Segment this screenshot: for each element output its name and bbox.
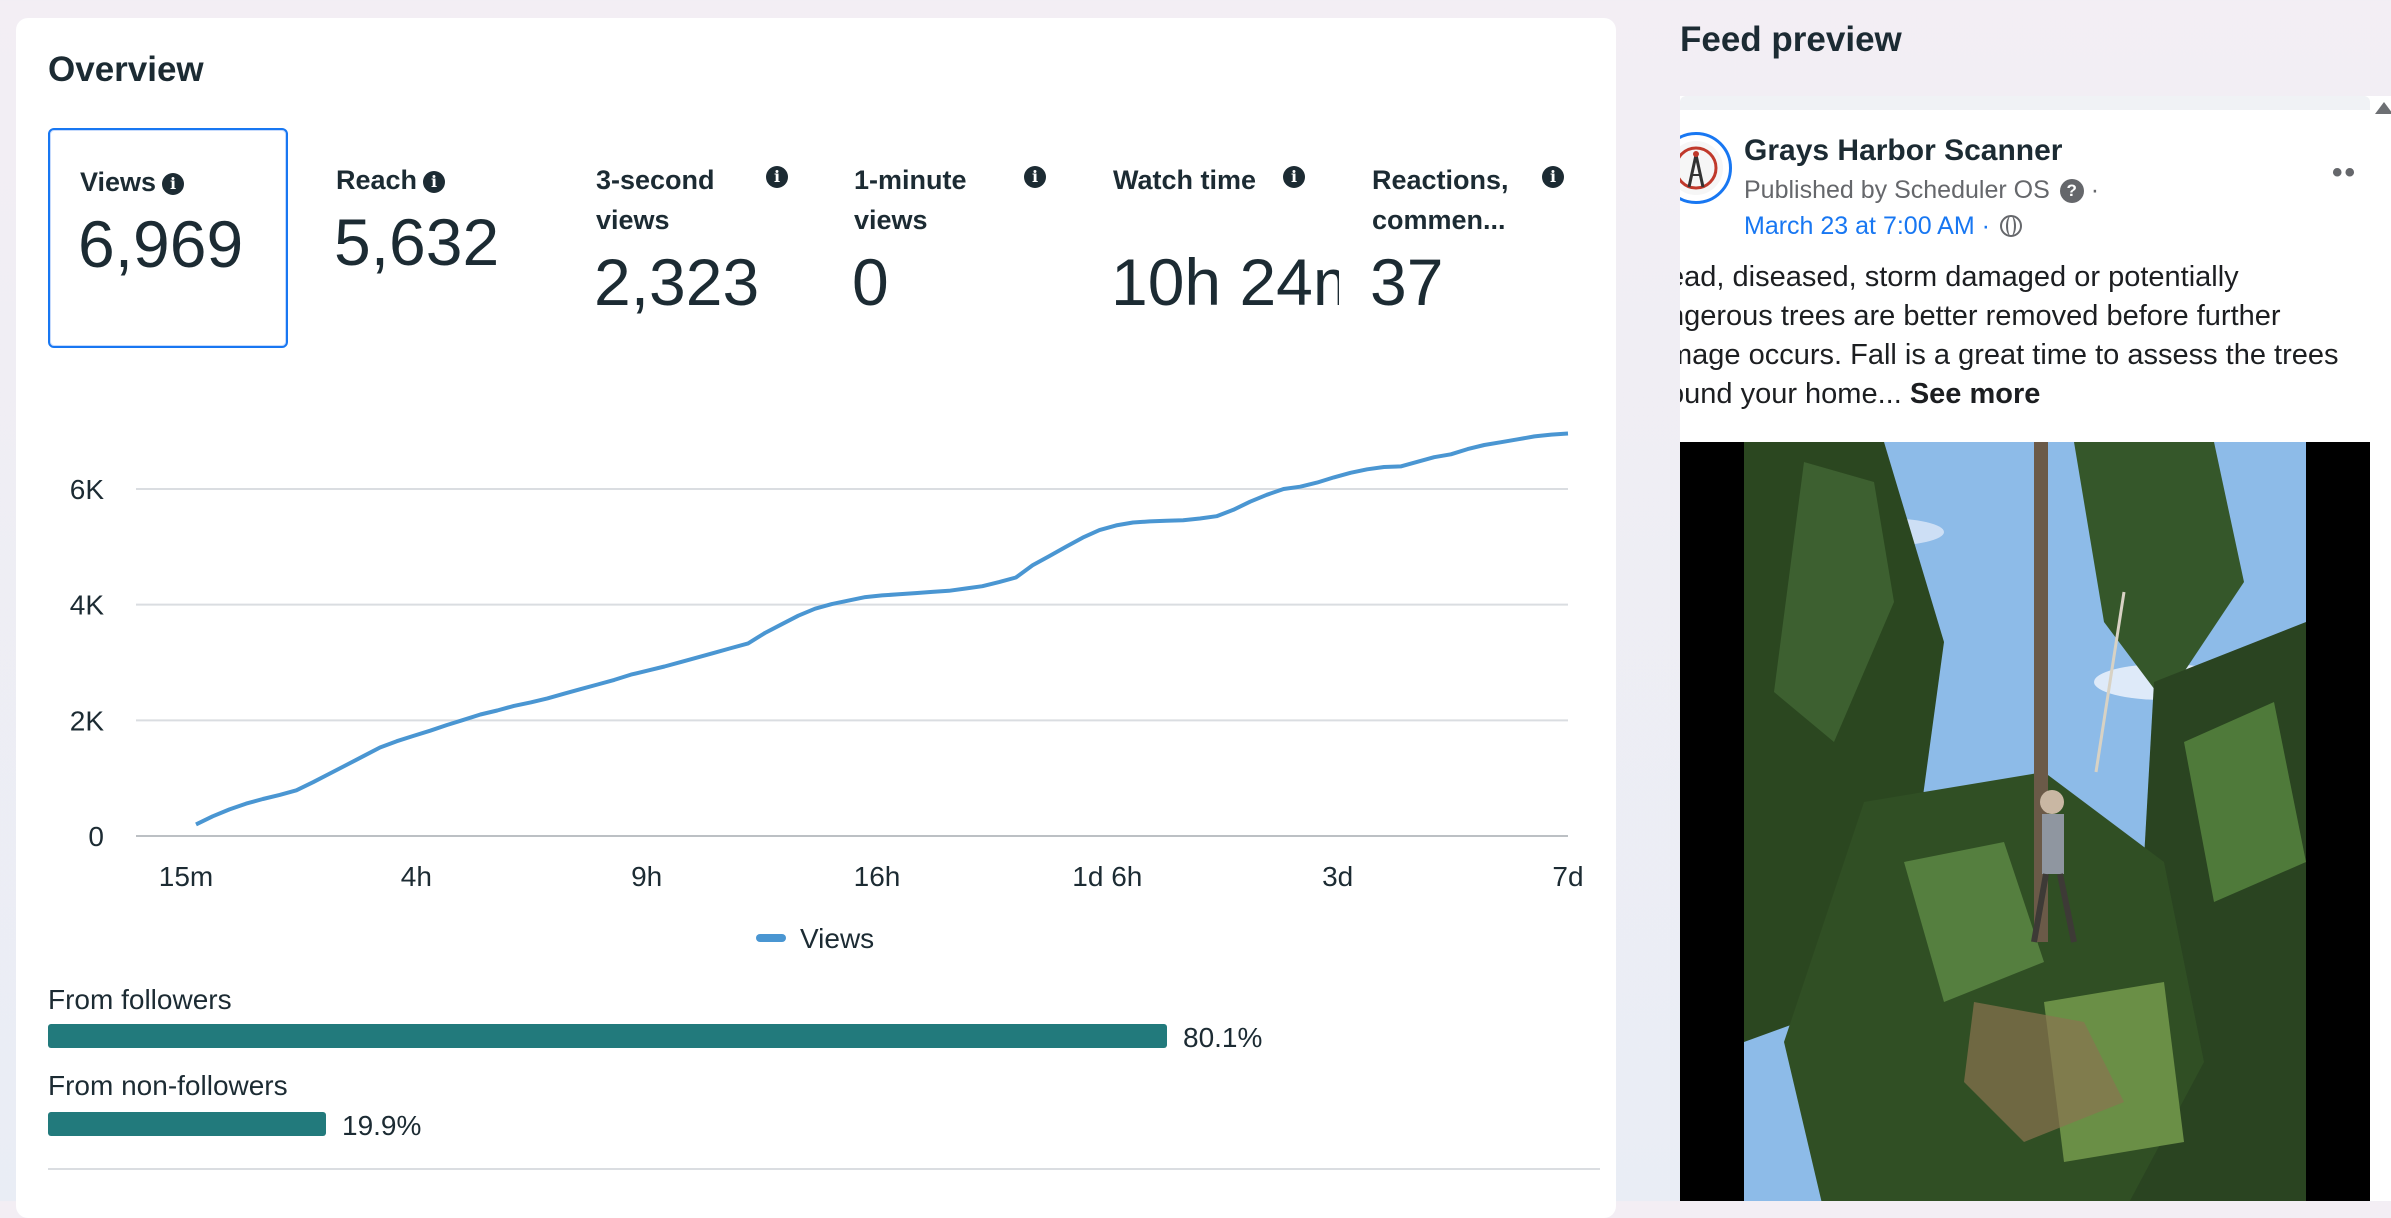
more-options-icon[interactable]: ••: [2332, 156, 2358, 189]
info-icon[interactable]: i: [1283, 166, 1305, 188]
metric-label-1-minute-views: 1-minute views: [854, 165, 967, 235]
metric-watch-time[interactable]: Watch time i 10h 24m: [1083, 128, 1339, 348]
non-followers-bar-fill: [48, 1112, 326, 1136]
x-tick-label: 16h: [854, 861, 901, 892]
post-text-line: ead, diseased, storm damaged or potentia…: [1680, 261, 2239, 293]
feed-preview-title: Feed preview: [1680, 20, 1902, 59]
views-line-chart: 0 2K 4K 6K 15m 4h 9h 16h 1d 6h 3d 7d: [70, 431, 1584, 892]
x-tick-label: 9h: [631, 861, 662, 892]
metric-label-views: Views: [80, 167, 157, 197]
info-icon[interactable]: i: [1542, 166, 1564, 188]
post-text-line: mage occurs. Fall is a great time to ass…: [1680, 339, 2339, 371]
metric-value-watch-time: 10h 24m: [1111, 245, 1339, 319]
feed-top-bar: [1680, 96, 2370, 110]
non-followers-percent: 19.9%: [342, 1110, 422, 1141]
published-by: Published by Scheduler OS: [1744, 176, 2050, 204]
x-tick-label: 3d: [1322, 861, 1353, 892]
info-icon[interactable]: i: [1024, 166, 1046, 188]
legend-label-views: Views: [800, 923, 875, 954]
metric-label-reach: Reach: [336, 165, 418, 195]
separator-dot: ·: [2090, 176, 2100, 204]
x-tick-label: 7d: [1552, 861, 1583, 892]
y-tick-label: 6K: [70, 474, 105, 505]
video-frame-trees: [1744, 442, 2306, 1201]
info-icon[interactable]: i: [766, 166, 788, 188]
metric-value-reach: 5,632: [334, 205, 500, 279]
metric-value-reactions: 37: [1370, 245, 1444, 319]
post-text-line: ngerous trees are better removed before …: [1680, 300, 2281, 332]
page-name[interactable]: Grays Harbor Scanner: [1744, 134, 2063, 167]
from-non-followers-label: From non-followers: [48, 1070, 288, 1101]
y-tick-label: 4K: [70, 590, 105, 621]
post-text: ead, diseased, storm damaged or potentia…: [1680, 258, 2380, 414]
scanner-tower-icon: [1680, 141, 1723, 195]
post-date[interactable]: March 23 at 7:00 AM ·: [1744, 212, 1990, 240]
from-followers-label: From followers: [48, 984, 232, 1015]
x-tick-label: 4h: [401, 861, 432, 892]
globe-icon: [1999, 215, 2022, 237]
followers-percent: 80.1%: [1183, 1022, 1263, 1053]
metric-value-1-minute-views: 0: [852, 245, 889, 319]
scroll-up-arrow-icon[interactable]: [2375, 102, 2391, 114]
feed-preview-panel: Grays Harbor Scanner Published by Schedu…: [1680, 96, 2391, 1201]
metric-value-3-second-views: 2,323: [594, 245, 760, 319]
metric-views[interactable]: Views i 6,969: [48, 128, 288, 348]
followers-bar-fill: [48, 1024, 1167, 1048]
divider: [48, 1168, 1600, 1170]
see-more-link[interactable]: See more: [1909, 378, 2041, 410]
metric-label-reactions: Reactions, commen...: [1372, 165, 1509, 235]
metric-reach[interactable]: Reach i 5,632: [306, 128, 546, 348]
overview-card: Overview Views i 6,969 Reach i 5,632 3-sec…: [16, 18, 1616, 1218]
legend-swatch: [756, 934, 786, 942]
series-line-views[interactable]: [195, 431, 1569, 827]
x-tick-label: 15m: [159, 861, 213, 892]
metric-reactions[interactable]: Reactions, commen... i 37: [1342, 128, 1582, 348]
x-tick-label: 1d 6h: [1072, 861, 1142, 892]
overview-title: Overview: [48, 50, 204, 89]
chart-legend[interactable]: Views: [756, 923, 874, 955]
page-avatar[interactable]: [1680, 132, 1732, 204]
post-text-line: ound your home...: [1680, 378, 1902, 410]
non-followers-bar: [48, 1112, 326, 1136]
metric-value-views: 6,969: [78, 207, 244, 281]
y-tick-label: 0: [88, 821, 104, 852]
metric-1-minute-views[interactable]: 1-minute views i 0: [824, 128, 1064, 348]
metric-label-3-second-views: 3-second views: [596, 165, 715, 235]
metric-3-second-views[interactable]: 3-second views i 2,323: [566, 128, 806, 348]
help-icon[interactable]: ?: [2059, 179, 2084, 203]
post-video[interactable]: [1680, 442, 2370, 1201]
info-icon[interactable]: i: [423, 171, 446, 193]
metric-label-watch-time: Watch time: [1113, 165, 1257, 195]
y-tick-label: 2K: [70, 705, 105, 736]
info-icon[interactable]: i: [162, 173, 185, 195]
followers-bar: [48, 1024, 1167, 1048]
